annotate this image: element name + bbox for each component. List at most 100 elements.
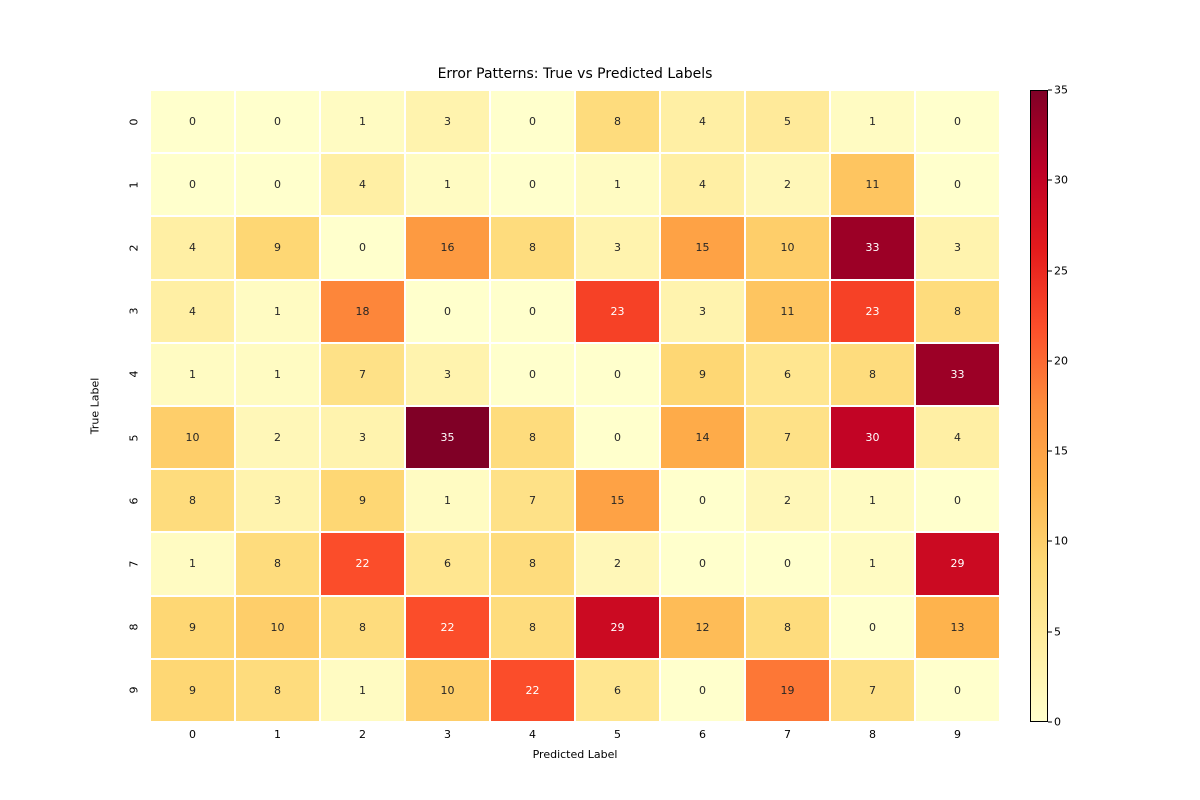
heatmap-cell: 9 bbox=[150, 596, 235, 659]
x-tick-label: 8 bbox=[869, 728, 876, 741]
x-tick-label: 6 bbox=[699, 728, 706, 741]
heatmap-cell: 3 bbox=[320, 406, 405, 469]
x-tick-label: 3 bbox=[444, 728, 451, 741]
colorbar-tick-label: 15 bbox=[1054, 445, 1068, 458]
colorbar-tick-label: 5 bbox=[1054, 625, 1061, 638]
heatmap-cell: 7 bbox=[320, 343, 405, 406]
heatmap-cell: 9 bbox=[320, 469, 405, 532]
y-tick-label: 1 bbox=[128, 175, 141, 195]
heatmap-cell: 0 bbox=[235, 153, 320, 216]
heatmap-cell: 4 bbox=[320, 153, 405, 216]
heatmap-cell: 3 bbox=[915, 216, 1000, 279]
heatmap-cell: 1 bbox=[150, 343, 235, 406]
heatmap-cell: 23 bbox=[830, 280, 915, 343]
heatmap-cell: 18 bbox=[320, 280, 405, 343]
y-tick-label: 7 bbox=[128, 554, 141, 574]
colorbar-tickmark bbox=[1048, 541, 1052, 542]
heatmap-row: 11730096833 bbox=[150, 343, 1000, 406]
heatmap-cell: 0 bbox=[660, 469, 745, 532]
heatmap-cell: 6 bbox=[745, 343, 830, 406]
heatmap-cell: 1 bbox=[320, 659, 405, 722]
heatmap-row: 00410142110 bbox=[150, 153, 1000, 216]
heatmap-cell: 2 bbox=[235, 406, 320, 469]
chart-title: Error Patterns: True vs Predicted Labels bbox=[150, 66, 1000, 82]
heatmap-cell: 8 bbox=[320, 596, 405, 659]
x-tick-label: 9 bbox=[954, 728, 961, 741]
heatmap-cell: 0 bbox=[405, 280, 490, 343]
heatmap-cell: 1 bbox=[150, 532, 235, 595]
x-tick-label: 0 bbox=[189, 728, 196, 741]
y-tick-label: 4 bbox=[128, 364, 141, 384]
y-tick-label: 0 bbox=[128, 112, 141, 132]
y-tick-label: 5 bbox=[128, 428, 141, 448]
x-axis-label: Predicted Label bbox=[150, 748, 1000, 761]
heatmap-cell: 3 bbox=[235, 469, 320, 532]
heatmap-cell: 23 bbox=[575, 280, 660, 343]
heatmap-cell: 0 bbox=[745, 532, 830, 595]
heatmap-cell: 0 bbox=[490, 90, 575, 153]
heatmap-cell: 15 bbox=[660, 216, 745, 279]
heatmap: 0013084510004101421104901683151033341180… bbox=[150, 90, 1000, 722]
y-tick-label: 9 bbox=[128, 680, 141, 700]
colorbar-tick-label: 10 bbox=[1054, 535, 1068, 548]
x-tick-label: 7 bbox=[784, 728, 791, 741]
heatmap-cell: 0 bbox=[575, 406, 660, 469]
heatmap-cell: 7 bbox=[490, 469, 575, 532]
heatmap-cell: 1 bbox=[830, 532, 915, 595]
x-axis-ticks: 0123456789 bbox=[150, 728, 1000, 748]
heatmap-cell: 8 bbox=[745, 596, 830, 659]
colorbar-tick-label: 20 bbox=[1054, 354, 1068, 367]
heatmap-cell: 5 bbox=[745, 90, 830, 153]
heatmap-cell: 9 bbox=[235, 216, 320, 279]
x-tick-label: 2 bbox=[359, 728, 366, 741]
heatmap-cell: 8 bbox=[490, 596, 575, 659]
heatmap-cell: 10 bbox=[405, 659, 490, 722]
heatmap-cell: 0 bbox=[235, 90, 320, 153]
heatmap-cell: 19 bbox=[745, 659, 830, 722]
colorbar-tickmark bbox=[1048, 722, 1052, 723]
heatmap-cell: 3 bbox=[405, 343, 490, 406]
heatmap-cell: 1 bbox=[575, 153, 660, 216]
heatmap-row: 49016831510333 bbox=[150, 216, 1000, 279]
heatmap-cell: 22 bbox=[320, 532, 405, 595]
heatmap-cell: 4 bbox=[660, 153, 745, 216]
heatmap-cell: 0 bbox=[320, 216, 405, 279]
heatmap-cell: 7 bbox=[745, 406, 830, 469]
colorbar-gradient bbox=[1030, 90, 1048, 722]
colorbar-tickmark bbox=[1048, 360, 1052, 361]
heatmap-cell: 29 bbox=[575, 596, 660, 659]
heatmap-cell: 3 bbox=[405, 90, 490, 153]
heatmap-cell: 1 bbox=[405, 469, 490, 532]
heatmap-cell: 35 bbox=[405, 406, 490, 469]
colorbar-tickmark bbox=[1048, 451, 1052, 452]
heatmap-cell: 8 bbox=[490, 216, 575, 279]
heatmap-cell: 13 bbox=[915, 596, 1000, 659]
heatmap-cell: 2 bbox=[745, 153, 830, 216]
heatmap-cell: 15 bbox=[575, 469, 660, 532]
y-tick-label: 8 bbox=[128, 617, 141, 637]
y-tick-label: 2 bbox=[128, 238, 141, 258]
x-tick-label: 5 bbox=[614, 728, 621, 741]
heatmap-cell: 0 bbox=[150, 90, 235, 153]
x-tick-label: 4 bbox=[529, 728, 536, 741]
heatmap-cell: 29 bbox=[915, 532, 1000, 595]
heatmap-cell: 1 bbox=[405, 153, 490, 216]
heatmap-cell: 10 bbox=[235, 596, 320, 659]
colorbar-tick-label: 25 bbox=[1054, 264, 1068, 277]
heatmap-cell: 0 bbox=[915, 469, 1000, 532]
heatmap-row: 41180023311238 bbox=[150, 280, 1000, 343]
heatmap-cell: 1 bbox=[320, 90, 405, 153]
heatmap-cell: 2 bbox=[745, 469, 830, 532]
heatmap-cell: 0 bbox=[150, 153, 235, 216]
heatmap-cell: 8 bbox=[830, 343, 915, 406]
heatmap-cell: 14 bbox=[660, 406, 745, 469]
heatmap-cell: 30 bbox=[830, 406, 915, 469]
heatmap-cell: 1 bbox=[830, 90, 915, 153]
heatmap-cell: 0 bbox=[575, 343, 660, 406]
heatmap-row: 9811022601970 bbox=[150, 659, 1000, 722]
colorbar: 05101520253035 bbox=[1030, 90, 1090, 722]
colorbar-tick-label: 0 bbox=[1054, 716, 1061, 729]
heatmap-cell: 6 bbox=[405, 532, 490, 595]
heatmap-cell: 33 bbox=[830, 216, 915, 279]
chart-container: Error Patterns: True vs Predicted Labels… bbox=[0, 0, 1200, 800]
